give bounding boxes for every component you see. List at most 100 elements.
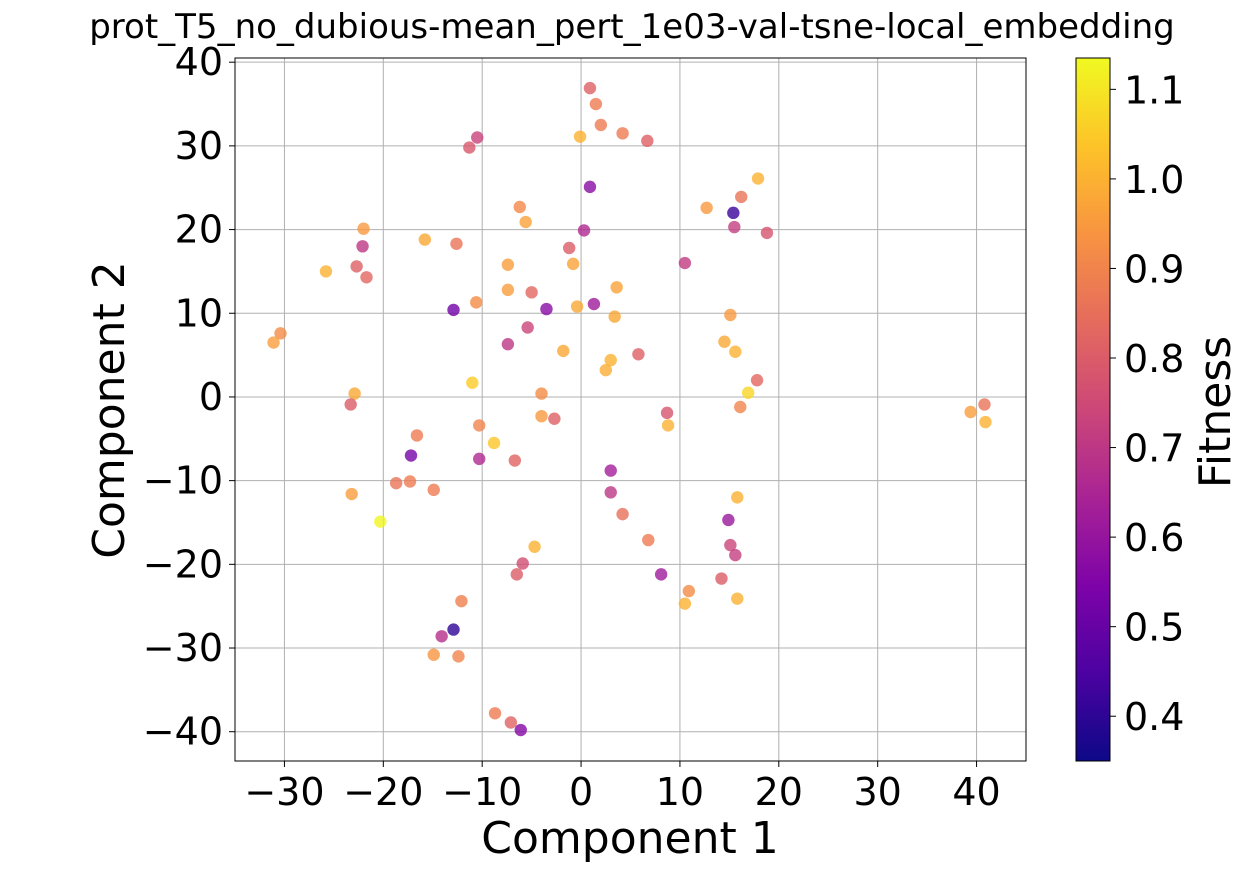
x-tick-label: −20	[343, 770, 423, 814]
colorbar: 0.4 0.5 0.6 0.7 0.8 0.9 1.0 1.1 Fitness	[1075, 57, 1241, 762]
data-point	[729, 548, 742, 562]
data-point	[642, 533, 655, 547]
y-tick-label: 30	[175, 124, 223, 168]
colorbar-tick-label: 0.8	[1124, 337, 1184, 381]
colorbar-tick-label: 0.9	[1124, 247, 1184, 291]
data-point	[604, 353, 617, 367]
data-point	[562, 241, 576, 255]
y-tick-label: 40	[175, 40, 223, 84]
grid-lines	[235, 58, 1026, 761]
x-tick-label: 10	[656, 770, 704, 814]
colorbar-ticks: 0.4 0.5 0.6 0.7 0.8 0.9 1.0 1.1	[1110, 68, 1184, 739]
data-point	[573, 130, 587, 143]
y-tick-label: −40	[143, 710, 223, 754]
data-point	[404, 449, 418, 462]
data-point	[660, 406, 674, 420]
data-point	[661, 419, 675, 432]
data-point	[473, 452, 486, 466]
data-point	[360, 271, 373, 284]
data-point	[452, 650, 465, 663]
data-point	[319, 265, 333, 278]
data-point	[528, 540, 541, 553]
data-point	[682, 584, 696, 598]
data-point	[610, 281, 623, 294]
data-point	[604, 486, 617, 499]
data-point	[504, 716, 518, 729]
data-point	[348, 387, 361, 400]
colorbar-tick-label: 1.1	[1124, 68, 1184, 112]
data-point	[525, 286, 538, 299]
data-point	[728, 220, 741, 234]
x-tick-label: −10	[442, 770, 522, 814]
data-point	[513, 200, 526, 214]
data-point	[450, 237, 463, 250]
data-point	[724, 538, 737, 552]
x-axis-ticks: −30 −20 −10 0 10 20 30 40	[244, 761, 1001, 814]
data-point	[734, 400, 747, 414]
data-point	[978, 398, 991, 411]
data-point	[455, 594, 468, 608]
x-tick-label: −30	[244, 770, 324, 814]
data-point	[979, 415, 992, 429]
data-point	[731, 592, 744, 605]
data-point	[447, 623, 460, 636]
data-point	[729, 345, 742, 358]
data-point	[374, 515, 387, 528]
plot-frame	[234, 57, 1027, 762]
data-point	[641, 134, 654, 148]
colorbar-tick-label: 0.5	[1124, 606, 1184, 650]
data-point	[418, 233, 432, 246]
data-point	[566, 257, 580, 271]
data-point	[964, 405, 977, 419]
data-point	[557, 344, 570, 358]
data-point	[508, 454, 522, 467]
data-point	[389, 476, 403, 490]
data-point	[678, 256, 692, 270]
colorbar-gradient	[1075, 57, 1111, 762]
y-tick-label: 20	[175, 208, 223, 252]
data-point	[514, 723, 527, 737]
data-point	[535, 409, 548, 423]
colorbar-label: Fitness	[1190, 336, 1241, 488]
y-axis-label: Component 2	[84, 261, 135, 558]
data-point	[466, 376, 479, 389]
data-point	[654, 568, 668, 581]
y-tick-label: 0	[199, 375, 223, 419]
colorbar-tick-label: 0.7	[1124, 427, 1184, 471]
y-tick-label: −10	[143, 459, 223, 503]
data-point	[608, 310, 621, 323]
data-point	[583, 81, 597, 95]
data-point	[488, 707, 502, 720]
data-point	[735, 190, 748, 204]
data-point	[616, 127, 629, 140]
data-point	[501, 338, 515, 351]
data-point	[751, 172, 765, 185]
colorbar-tick-label: 0.6	[1124, 516, 1184, 560]
x-tick-label: 20	[755, 770, 803, 814]
data-point	[589, 97, 603, 111]
data-point	[427, 483, 440, 497]
data-point	[403, 475, 417, 488]
data-point	[632, 348, 645, 361]
data-point	[274, 327, 287, 340]
data-point	[548, 412, 561, 425]
data-point	[599, 363, 612, 377]
data-point	[471, 131, 484, 144]
data-point	[535, 387, 548, 400]
colorbar-tick-label: 1.0	[1124, 158, 1184, 202]
data-point	[700, 201, 713, 215]
x-tick-label: 40	[952, 770, 1000, 814]
x-tick-label: 0	[569, 770, 593, 814]
data-point	[519, 215, 532, 229]
y-axis-ticks: −40 −30 −20 −10 0 10 20 30 40	[143, 40, 235, 754]
data-point	[501, 258, 515, 271]
data-point	[350, 260, 363, 273]
data-point	[463, 141, 476, 154]
data-point	[344, 398, 357, 411]
data-point	[727, 206, 740, 220]
data-point	[356, 240, 369, 253]
y-tick-label: −30	[143, 626, 223, 670]
data-point	[521, 321, 534, 334]
data-point	[750, 374, 764, 387]
